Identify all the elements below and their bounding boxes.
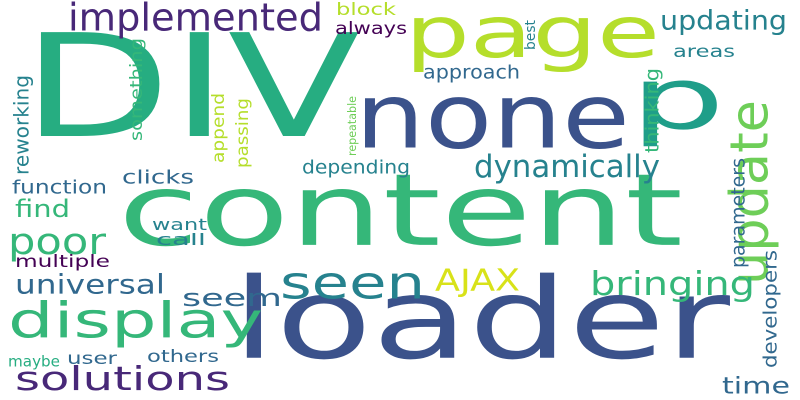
word-function: function xyxy=(12,177,107,199)
word-update: update xyxy=(720,100,781,285)
word-depending: depending xyxy=(302,157,410,179)
word-areas: areas xyxy=(673,42,735,62)
word-universal: universal xyxy=(15,270,165,301)
word-maybe: maybe xyxy=(8,353,60,371)
word-content: content xyxy=(118,152,683,269)
word-loader: loader xyxy=(232,255,731,385)
word-dynamically: dynamically xyxy=(474,149,660,185)
word-block: block xyxy=(336,0,396,20)
word-bringing: bringing xyxy=(590,264,755,303)
word-poor: poor xyxy=(8,221,106,263)
word-ajax: AJAX xyxy=(435,264,520,299)
word-time: time xyxy=(722,374,790,400)
word-p: p xyxy=(630,50,725,149)
word-repeatable: repeatable xyxy=(346,96,359,156)
word-page: page xyxy=(405,0,660,74)
word-user: user xyxy=(67,349,118,369)
word-best: best xyxy=(523,19,539,50)
word-call: call xyxy=(156,230,206,249)
word-display: display xyxy=(8,292,263,350)
word-want: want xyxy=(152,215,207,234)
word-always: always xyxy=(335,19,407,39)
word-seem: seem xyxy=(182,284,282,312)
word-something: something xyxy=(127,38,147,141)
word-solutions: solutions xyxy=(15,359,230,398)
word-updating: updating xyxy=(660,6,787,37)
word-implemented: implemented xyxy=(68,0,323,40)
word-reworking: reworking xyxy=(10,75,34,175)
word-passing: passing xyxy=(233,98,253,168)
word-find: find xyxy=(15,195,70,223)
word-multiple: multiple xyxy=(15,252,110,272)
word-parameters: parameters xyxy=(728,158,750,268)
word-seen: seen xyxy=(280,257,425,310)
word-approach: approach xyxy=(423,62,520,84)
word-append: append xyxy=(209,93,229,163)
word-others: others xyxy=(147,347,219,367)
word-clicks: clicks xyxy=(122,167,194,189)
word-thinking: thinking xyxy=(642,68,664,153)
word-div: DIV xyxy=(22,4,360,170)
word-developers: developers xyxy=(760,250,782,368)
word-none: none xyxy=(355,64,630,169)
